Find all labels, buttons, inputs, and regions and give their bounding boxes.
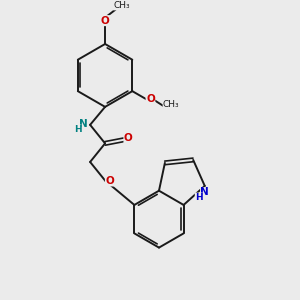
Text: CH₃: CH₃ [113,1,130,10]
Text: N: N [79,119,88,129]
Text: O: O [105,176,114,186]
Text: H: H [74,125,81,134]
Text: H: H [195,193,202,202]
Text: O: O [124,133,133,143]
Text: N: N [200,188,209,197]
Text: O: O [101,16,110,26]
Text: O: O [146,94,155,104]
Text: CH₃: CH₃ [163,100,179,109]
